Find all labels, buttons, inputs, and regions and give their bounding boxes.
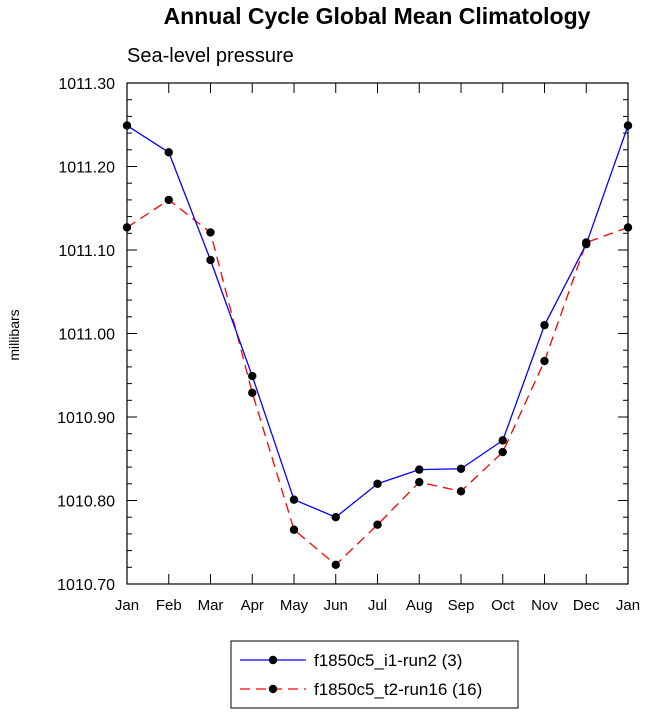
x-tick-label: Dec — [573, 597, 600, 614]
series-1-point — [206, 255, 215, 265]
x-tick-labels: Jan Feb Mar Apr May Jun Jul Aug Sep Oct Nov Dec Jan — [115, 597, 640, 614]
chart-subtitle: Sea-level pressure — [127, 45, 294, 67]
x-tick-label: Mar — [198, 597, 224, 614]
y-tick-label: 1010.90 — [57, 410, 115, 427]
series-1-point — [498, 436, 507, 445]
plot-frame — [126, 82, 629, 585]
x-tick-label: Jan — [115, 597, 139, 614]
series-2-point — [248, 388, 257, 397]
legend: f1850c5_i1-run2 (3) f1850c5_t2-run16 (16… — [230, 640, 519, 709]
series-2-point — [289, 525, 299, 534]
series-2-point — [373, 520, 382, 529]
series-2-point — [498, 447, 507, 457]
x-tick-label: Apr — [241, 597, 264, 614]
y-axis-label: millibars — [6, 309, 22, 360]
legend-label-series-2: f1850c5_t2-run16 (16) — [314, 680, 482, 699]
y-tick-label: 1011.00 — [58, 327, 115, 344]
series-1-point — [582, 239, 591, 249]
series-line-2 — [126, 199, 629, 566]
x-tick-label: Sep — [448, 597, 475, 614]
series-layer — [122, 121, 633, 569]
x-tick-label: Nov — [531, 597, 558, 614]
x-tick-label: Feb — [156, 597, 182, 614]
y-tick-labels: 1010.70 1010.80 1010.90 1011.00 1011.10 1011.… — [57, 76, 115, 594]
series-1-point — [415, 465, 424, 474]
series-2-point — [206, 228, 215, 237]
x-tick-label: Jun — [324, 597, 348, 614]
series-1-point — [456, 464, 466, 473]
series-2-point — [415, 477, 424, 487]
series-1-point — [540, 320, 549, 330]
series-1-point — [331, 513, 340, 522]
chart-title: Annual Cycle Global Mean Climatology — [164, 3, 591, 29]
series-2-point — [122, 223, 132, 232]
series-2-point — [456, 487, 466, 496]
y-tick-label: 1011.30 — [58, 76, 115, 93]
series-1-point — [289, 495, 299, 504]
series-1-point — [248, 371, 257, 381]
series-1-point — [164, 148, 173, 157]
y-tick-label: 1011.10 — [58, 243, 115, 260]
series-line-1 — [126, 125, 629, 518]
legend-label-series-1: f1850c5_i1-run2 (3) — [314, 651, 462, 670]
y-tick-label: 1011.20 — [58, 160, 115, 177]
y-tick-label: 1010.70 — [57, 577, 115, 594]
series-2-point — [540, 356, 549, 366]
series-1-point — [623, 121, 633, 130]
series-2-point — [623, 223, 633, 232]
y-tick-label: 1010.80 — [57, 494, 115, 511]
series-2-point — [331, 560, 340, 569]
legend-marker-series-1 — [268, 655, 278, 665]
legend-marker-series-2 — [268, 684, 278, 694]
legend-box — [230, 640, 519, 709]
series-1-point — [122, 121, 132, 130]
x-tick-label: May — [280, 597, 309, 614]
x-tick-label: Jan — [616, 597, 640, 614]
series-2-point — [164, 195, 173, 205]
axis-ticks — [126, 82, 629, 585]
x-tick-label: Aug — [406, 597, 433, 614]
series-1-point — [373, 479, 382, 488]
x-tick-label: Oct — [491, 597, 515, 614]
x-tick-label: Jul — [368, 597, 387, 614]
